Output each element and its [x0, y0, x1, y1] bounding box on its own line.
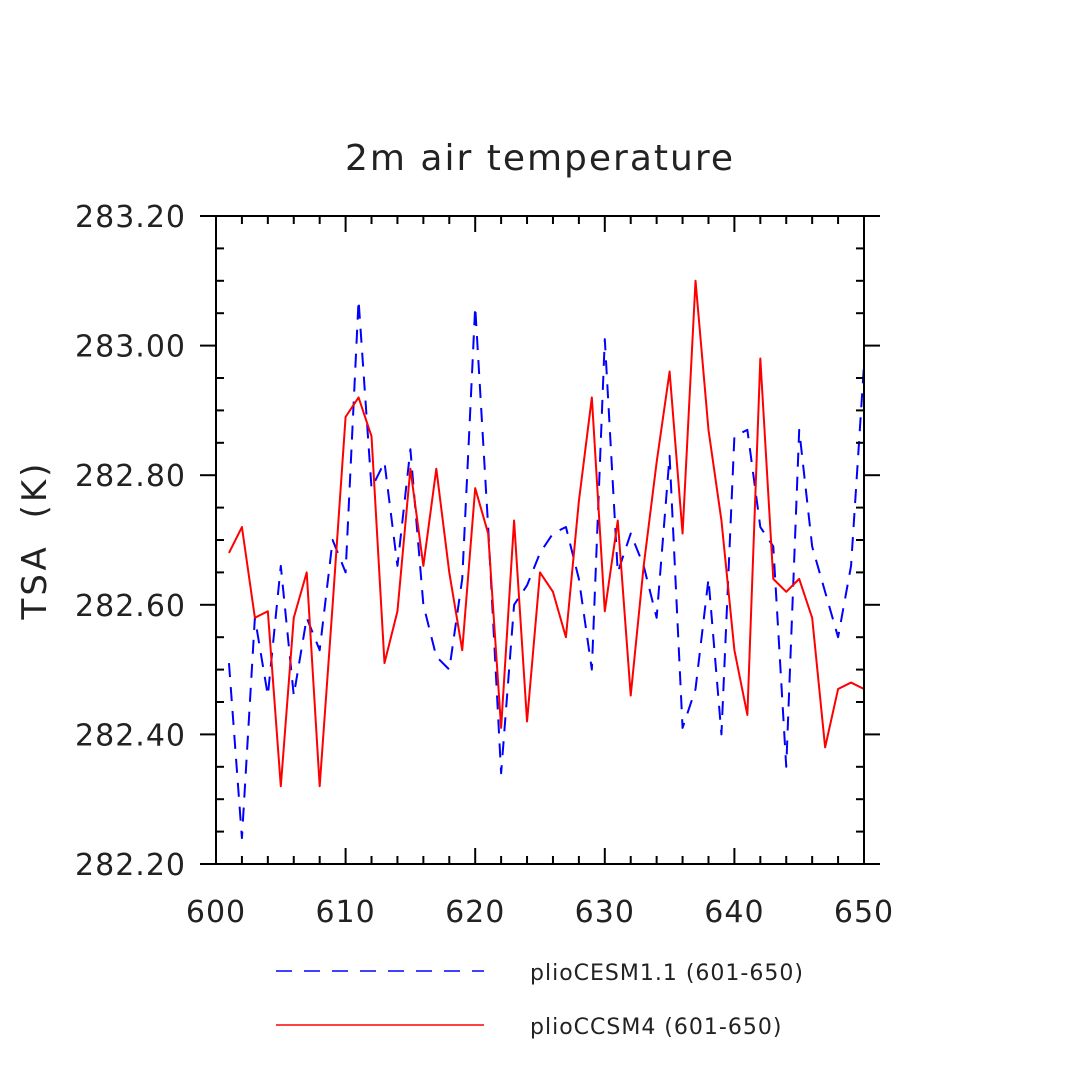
x-tick-label: 620	[445, 895, 505, 930]
axis-tick-labels: 600 610 620 630 640 650 282.20 282.40 282.60 282.…	[75, 200, 894, 930]
chart-title: 2m air temperature	[345, 138, 735, 179]
x-tick-label: 640	[704, 895, 764, 930]
y-tick-label: 282.20	[75, 848, 186, 883]
x-tick-label: 630	[575, 895, 635, 930]
y-tick-label: 282.80	[75, 459, 186, 494]
series-line-1	[228, 279, 865, 788]
y-tick-label: 282.40	[75, 718, 186, 753]
y-tick-label: 283.20	[75, 200, 186, 235]
legend: plioCESM1.1 (601-650) plioCCSM4 (601-650…	[276, 961, 804, 1040]
y-tick-label: 282.60	[75, 589, 186, 624]
series-line-0	[227, 299, 865, 840]
legend-label-plioCESM1.1: plioCESM1.1 (601-650)	[530, 961, 804, 986]
plot-frame	[215, 215, 865, 865]
plot-lines	[227, 279, 865, 840]
x-tick-label: 650	[834, 895, 894, 930]
legend-label-plioCCSM4: plioCCSM4 (601-650)	[530, 1015, 782, 1040]
x-tick-label: 600	[186, 895, 246, 930]
y-tick-label: 283.00	[75, 330, 186, 365]
x-tick-label: 610	[315, 895, 375, 930]
y-axis-label: TSA (K)	[15, 461, 55, 621]
axis-ticks	[200, 215, 880, 865]
